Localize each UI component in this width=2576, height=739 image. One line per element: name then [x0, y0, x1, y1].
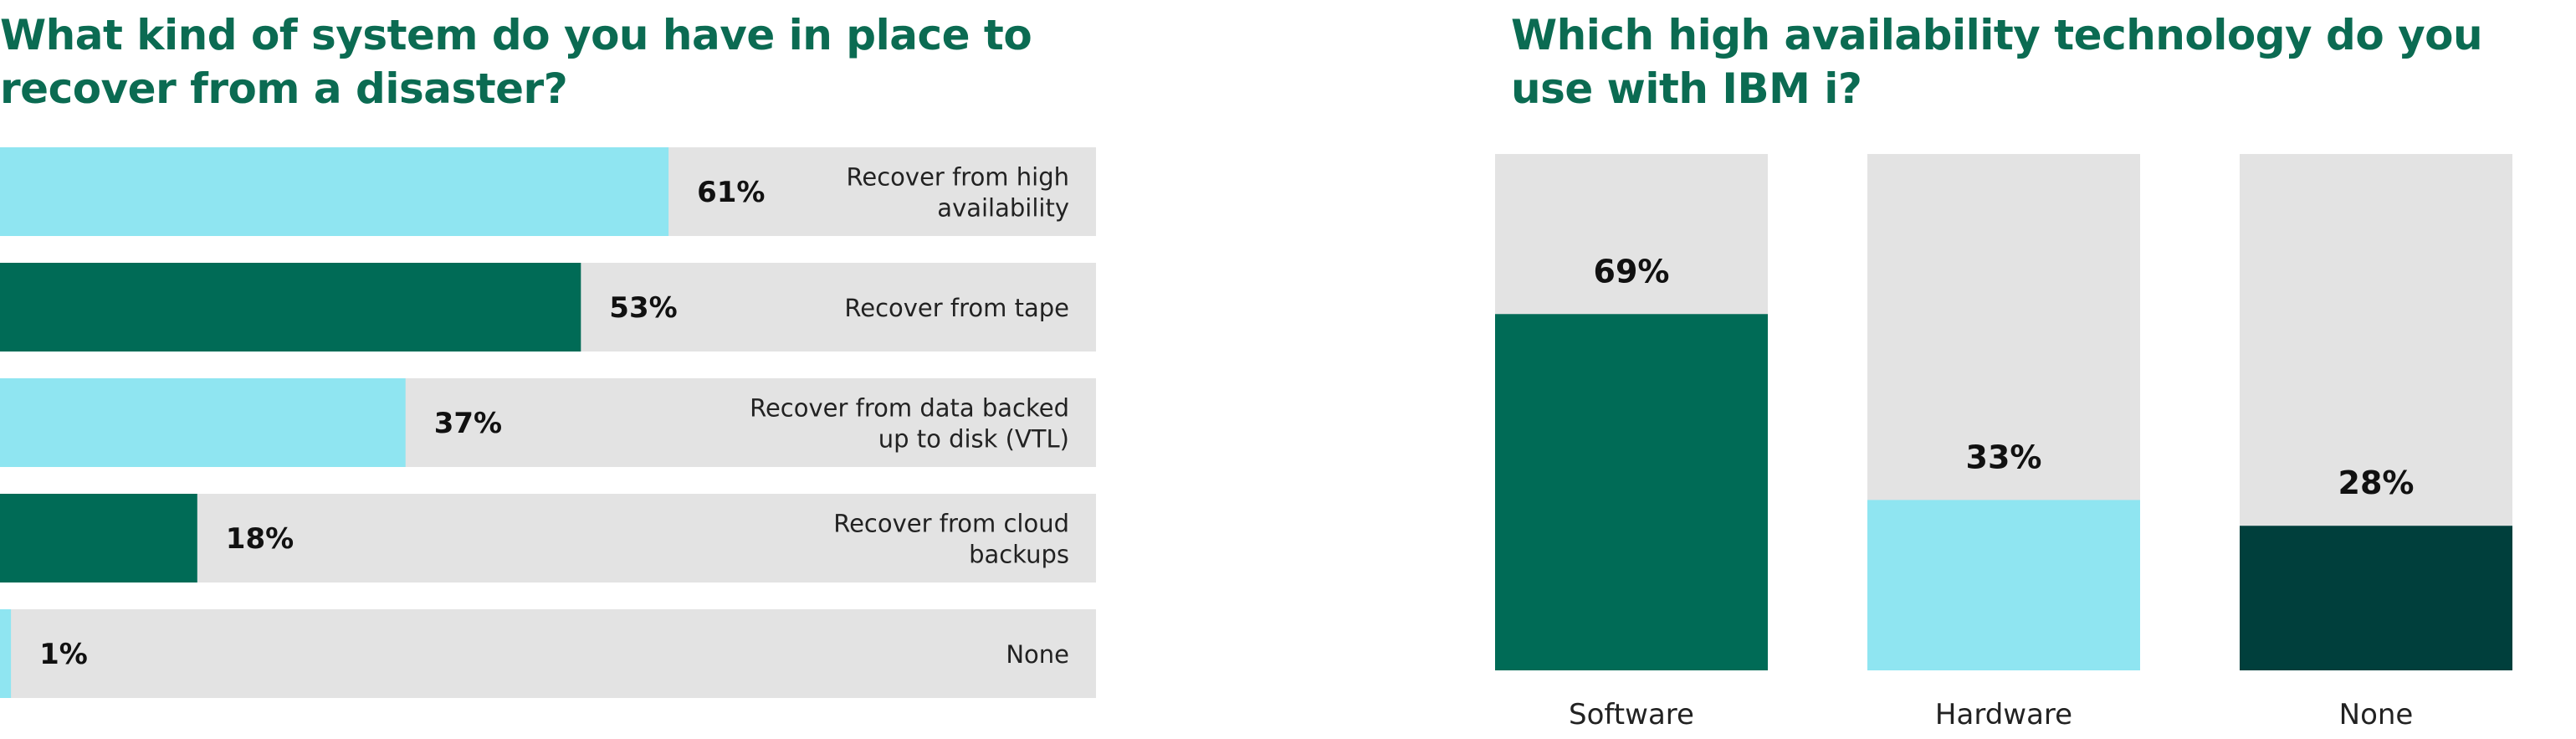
- data-label: 1%: [39, 638, 88, 671]
- bar: [0, 494, 197, 582]
- category-label: Recover from tape: [844, 294, 1069, 322]
- data-label: 33%: [1966, 439, 2042, 475]
- category-label: Recover from data backed: [750, 394, 1069, 423]
- category-label: None: [1006, 640, 1069, 669]
- bar: [0, 147, 669, 236]
- bar: [1867, 500, 2140, 670]
- category-label: Recover from high: [847, 163, 1069, 192]
- data-label: 37%: [434, 407, 502, 440]
- data-label: 28%: [2338, 464, 2415, 501]
- data-label: 53%: [609, 291, 677, 325]
- category-label: None: [2339, 698, 2414, 731]
- left-chart-title: What kind of system do you have in place…: [0, 11, 1032, 113]
- bar: [0, 263, 581, 352]
- category-label: Recover from cloud: [833, 510, 1069, 538]
- right-chart-title: Which high availability technology do yo…: [1511, 11, 2483, 113]
- data-label: 69%: [1594, 253, 1670, 290]
- bar: [1495, 314, 1768, 670]
- bar: [0, 378, 406, 467]
- category-label: availability: [937, 194, 1069, 223]
- bar-track: [0, 609, 1096, 698]
- data-label: 61%: [697, 176, 765, 209]
- category-label: up to disk (VTL): [878, 425, 1069, 454]
- bar: [0, 609, 12, 698]
- bar: [2240, 526, 2512, 670]
- category-label: backups: [969, 541, 1069, 569]
- data-label: 18%: [226, 522, 294, 556]
- category-label: Hardware: [1935, 698, 2072, 731]
- category-label: Software: [1569, 698, 1694, 731]
